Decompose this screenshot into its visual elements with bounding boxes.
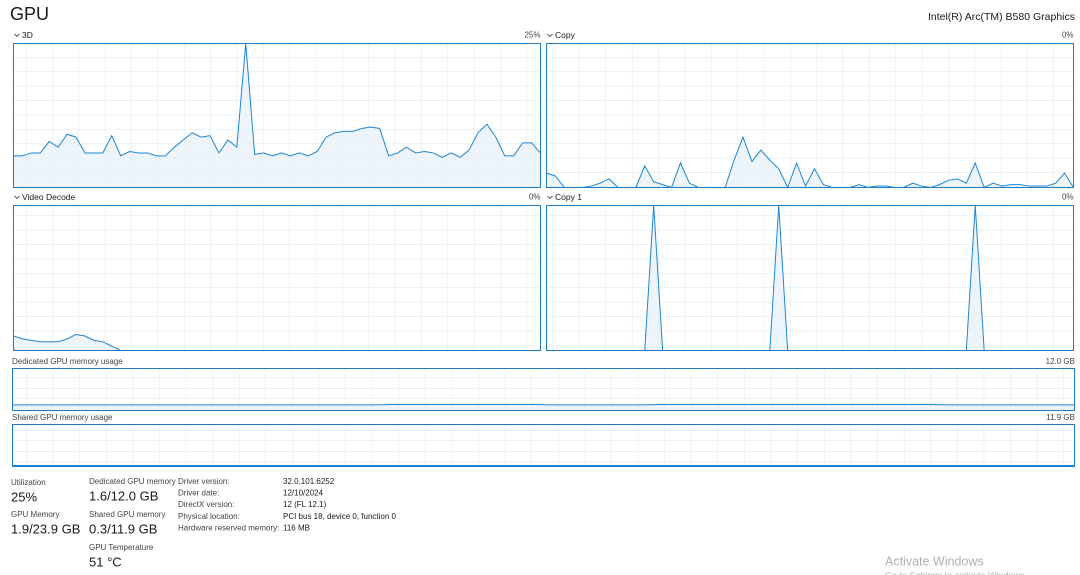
graph-grid bbox=[546, 43, 1074, 188]
graph-line bbox=[13, 43, 541, 158]
stat-label: Shared GPU memory bbox=[89, 510, 165, 519]
detail-value: PCI bus 18, device 0, function 0 bbox=[283, 512, 397, 521]
detail-value: 116 MB bbox=[283, 524, 310, 533]
memory-graph-reading: 12.0 GB bbox=[1046, 357, 1075, 366]
stat-label: Dedicated GPU memory bbox=[89, 477, 176, 486]
collapse-chevron bbox=[547, 195, 553, 200]
collapse-chevron bbox=[14, 195, 20, 200]
graph-label: 3D bbox=[22, 30, 33, 40]
detail-label: Driver version: bbox=[178, 477, 230, 486]
detail-label: Physical location: bbox=[178, 512, 240, 521]
graph-label: Video Decode bbox=[22, 192, 76, 202]
graph-frame bbox=[546, 205, 1074, 351]
collapse-chevron bbox=[547, 33, 553, 38]
detail-label: Driver date: bbox=[178, 489, 219, 498]
device-name: Intel(R) Arc(TM) B580 Graphics bbox=[928, 11, 1075, 23]
graph-frame bbox=[546, 43, 1074, 188]
graph-reading: 0% bbox=[529, 193, 541, 202]
graph-label: Copy bbox=[555, 30, 576, 40]
graph-grid bbox=[13, 205, 541, 351]
graph-frame bbox=[13, 205, 541, 351]
graph-label: Copy 1 bbox=[555, 192, 582, 202]
stat-label: Utilization bbox=[11, 478, 46, 487]
stat-value: 1.6/12.0 GB bbox=[89, 488, 158, 503]
graph-frame bbox=[12, 368, 1075, 411]
graph-area bbox=[13, 334, 541, 351]
detail-label: Hardware reserved memory: bbox=[178, 524, 279, 533]
stat-value: 0.3/11.9 GB bbox=[89, 521, 157, 536]
detail-value: 12 (FL 12.1) bbox=[283, 500, 327, 509]
graph-grid bbox=[546, 205, 1074, 351]
collapse-chevron bbox=[14, 33, 20, 38]
detail-value: 12/10/2024 bbox=[283, 489, 324, 498]
memory-graph-label: Shared GPU memory usage bbox=[12, 413, 113, 422]
graph-frame bbox=[12, 424, 1075, 467]
graph-grid bbox=[12, 424, 1075, 467]
stat-label: GPU Memory bbox=[11, 510, 59, 519]
stat-value: 1.9/23.9 GB bbox=[11, 521, 80, 536]
graph-grid bbox=[12, 368, 1075, 411]
watermark-subtitle: Go to Settings to activate Windows. bbox=[885, 570, 1027, 575]
memory-graph-reading: 11.9 GB bbox=[1046, 413, 1075, 422]
page-title: GPU bbox=[10, 4, 49, 24]
graph-frame bbox=[13, 43, 541, 188]
graph-area bbox=[13, 43, 541, 188]
watermark-title: Activate Windows bbox=[885, 554, 984, 568]
detail-label: DirectX version: bbox=[178, 500, 234, 509]
graph-reading: 0% bbox=[1062, 31, 1074, 40]
graph-reading: 0% bbox=[1062, 193, 1074, 202]
detail-value: 32.0.101.6252 bbox=[283, 477, 335, 486]
graph-area bbox=[546, 137, 1074, 188]
graph-reading: 25% bbox=[524, 31, 540, 40]
memory-graph-label: Dedicated GPU memory usage bbox=[12, 357, 123, 366]
stat-value: 51 °C bbox=[89, 554, 122, 569]
graph-area bbox=[546, 205, 1074, 351]
stat-label: GPU Temperature bbox=[89, 543, 154, 552]
stat-value: 25% bbox=[11, 489, 37, 504]
graph-area bbox=[12, 404, 1075, 411]
